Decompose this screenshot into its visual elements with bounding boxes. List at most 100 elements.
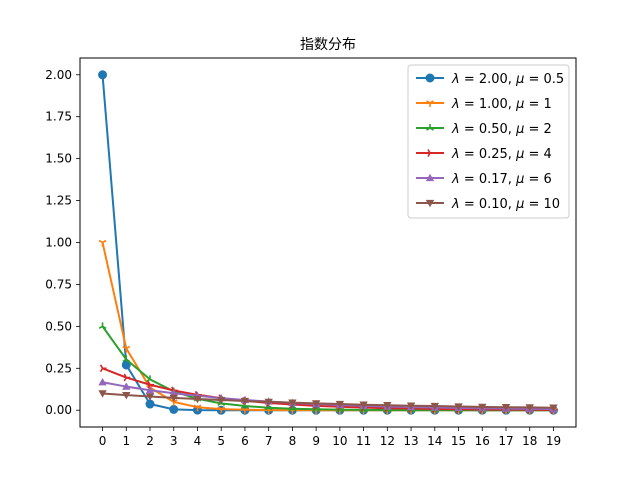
data-point bbox=[501, 404, 511, 412]
legend-entry: λ = 1.00, μ = 1 bbox=[416, 97, 552, 112]
series-5 bbox=[98, 390, 558, 412]
x-tick-label: 1 bbox=[122, 434, 130, 448]
data-point bbox=[122, 382, 131, 390]
x-tick-label: 18 bbox=[522, 434, 537, 448]
legend-symbol: μ bbox=[515, 97, 524, 112]
plot-marks bbox=[98, 70, 558, 415]
data-point bbox=[311, 400, 321, 408]
data-point bbox=[217, 396, 226, 405]
legend-marker bbox=[425, 73, 435, 83]
legend-label: λ = 0.50, μ = 2 bbox=[451, 122, 552, 137]
legend-marker bbox=[426, 100, 434, 107]
legend-symbol: μ bbox=[515, 172, 524, 187]
data-point bbox=[145, 386, 155, 394]
legend-label: λ = 0.10, μ = 10 bbox=[451, 197, 560, 212]
data-point bbox=[217, 406, 226, 414]
legend-symbol: λ bbox=[451, 147, 460, 162]
data-point bbox=[121, 360, 131, 370]
legend-marker bbox=[425, 173, 435, 182]
legend-entry: λ = 2.00, μ = 0.5 bbox=[416, 72, 564, 87]
data-point bbox=[145, 399, 155, 409]
y-tick-label: 0.00 bbox=[45, 403, 72, 417]
y-tick-label: 1.75 bbox=[45, 110, 72, 124]
y-tick-label: 0.25 bbox=[45, 361, 72, 375]
data-point bbox=[98, 390, 107, 398]
y-tick-label: 2.00 bbox=[45, 68, 72, 82]
x-tick-label: 15 bbox=[451, 434, 466, 448]
legend-value: = 0.50, bbox=[460, 122, 516, 137]
data-point bbox=[99, 364, 107, 373]
data-point bbox=[549, 404, 558, 412]
legend-label: λ = 2.00, μ = 0.5 bbox=[451, 72, 564, 87]
y-tick-label: 1.50 bbox=[45, 152, 72, 166]
data-point bbox=[169, 389, 178, 397]
data-point bbox=[122, 345, 131, 353]
x-tick-label: 11 bbox=[356, 434, 371, 448]
x-tick-label: 10 bbox=[332, 434, 347, 448]
legend-label: λ = 1.00, μ = 1 bbox=[451, 97, 552, 112]
legend-value: = 10 bbox=[524, 197, 560, 212]
x-tick-label: 8 bbox=[289, 434, 297, 448]
data-point bbox=[478, 403, 487, 412]
x-tick-label: 0 bbox=[99, 434, 107, 448]
legend-value: = 2 bbox=[524, 122, 551, 137]
x-tick-label: 16 bbox=[475, 434, 490, 448]
legend-symbol: λ bbox=[451, 122, 460, 137]
series-line bbox=[101, 242, 554, 412]
y-axis: 0.00 0.25 0.50 0.75 1.00 1.25 1.50 1.75 2.00 bbox=[45, 68, 80, 417]
series-line bbox=[102, 392, 554, 409]
data-point bbox=[525, 404, 534, 412]
x-tick-label: 14 bbox=[427, 434, 442, 448]
data-point bbox=[145, 393, 155, 401]
legend-value: = 4 bbox=[524, 147, 551, 162]
x-tick-label: 5 bbox=[217, 434, 225, 448]
data-point bbox=[335, 400, 345, 409]
legend-entry: λ = 0.50, μ = 2 bbox=[416, 122, 552, 137]
data-point bbox=[193, 404, 202, 412]
data-point bbox=[122, 355, 131, 363]
data-point bbox=[98, 70, 108, 80]
data-point bbox=[123, 373, 131, 382]
data-point bbox=[240, 397, 250, 406]
legend-value: = 0.25, bbox=[460, 147, 516, 162]
legend-value: = 1.00, bbox=[460, 97, 516, 112]
legend-value: = 0.17, bbox=[460, 172, 516, 187]
x-tick-label: 2 bbox=[146, 434, 154, 448]
data-point bbox=[146, 375, 154, 383]
y-tick-label: 1.00 bbox=[45, 236, 72, 250]
legend-symbol: λ bbox=[451, 97, 460, 112]
data-point bbox=[169, 394, 178, 403]
data-point bbox=[406, 402, 416, 410]
legend-symbol: λ bbox=[451, 72, 460, 87]
x-tick-label: 9 bbox=[312, 434, 320, 448]
legend-box bbox=[407, 64, 570, 219]
data-point bbox=[193, 395, 202, 404]
legend-symbol: μ bbox=[515, 147, 524, 162]
legend-entry: λ = 0.10, μ = 10 bbox=[416, 197, 560, 212]
legend-value: = 2.00, bbox=[460, 72, 516, 87]
data-point bbox=[98, 322, 107, 330]
legend-value: = 0.5 bbox=[524, 72, 564, 87]
legend-symbol: μ bbox=[515, 197, 524, 212]
legend-value: = 1 bbox=[524, 97, 551, 112]
data-point bbox=[454, 403, 463, 411]
x-tick-label: 17 bbox=[498, 434, 513, 448]
data-point bbox=[430, 402, 439, 411]
data-point bbox=[383, 402, 392, 410]
data-point bbox=[122, 391, 131, 400]
legend-marker bbox=[427, 149, 434, 157]
data-point bbox=[264, 398, 273, 407]
legend-entry: λ = 0.25, μ = 4 bbox=[416, 147, 552, 162]
data-point bbox=[98, 378, 107, 386]
legend-label: λ = 0.17, μ = 6 bbox=[451, 172, 552, 187]
x-tick-label: 12 bbox=[380, 434, 395, 448]
x-tick-label: 19 bbox=[546, 434, 561, 448]
data-point bbox=[288, 399, 297, 407]
legend-entry: λ = 0.17, μ = 6 bbox=[416, 172, 552, 187]
legend-symbol: μ bbox=[515, 122, 524, 137]
x-tick-label: 6 bbox=[241, 434, 249, 448]
y-tick-label: 1.25 bbox=[45, 194, 72, 208]
legend-symbol: λ bbox=[451, 172, 460, 187]
